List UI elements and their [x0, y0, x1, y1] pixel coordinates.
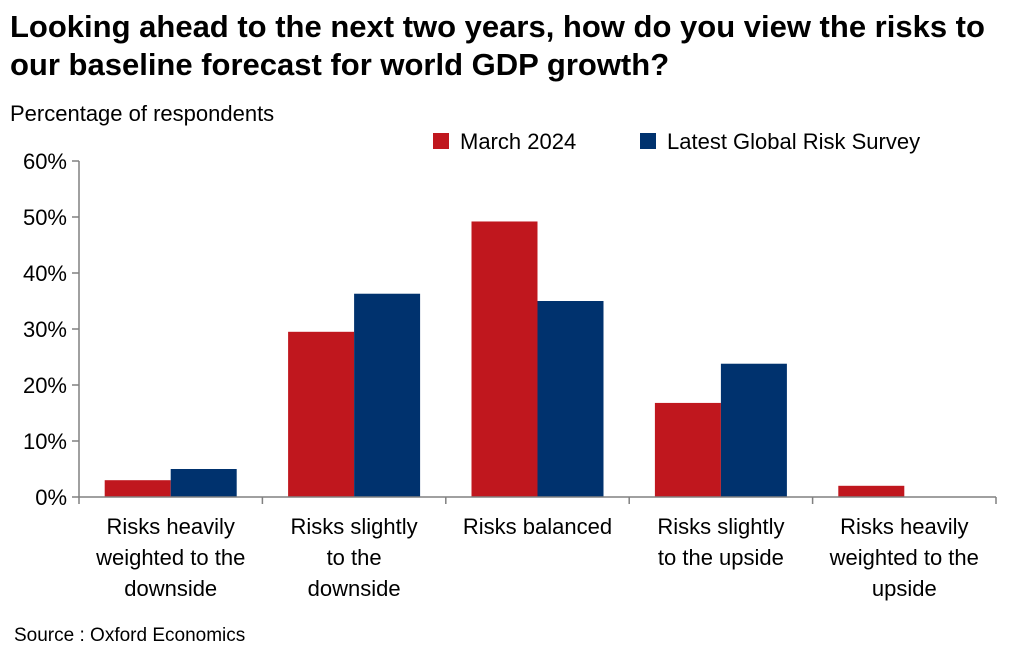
legend-swatch — [433, 133, 449, 149]
bars — [104, 221, 905, 498]
bar-march-2024 — [654, 402, 721, 497]
y-tick-label: 40% — [23, 261, 67, 286]
bar-latest-survey — [170, 469, 237, 497]
bar-march-2024 — [288, 331, 355, 497]
bar-latest-survey — [537, 301, 604, 497]
y-tick-label: 60% — [23, 149, 67, 174]
y-tick-label: 10% — [23, 429, 67, 454]
x-category-label: Risks heavily weighted to the downside — [95, 514, 245, 601]
y-tick-label: 0% — [35, 485, 67, 510]
y-tick-label: 30% — [23, 317, 67, 342]
x-category-label: Risks balanced — [463, 514, 612, 539]
legend: March 2024 Latest Global Risk Survey — [433, 129, 920, 154]
bar-march-2024 — [471, 221, 538, 498]
x-category-label: Risks slightly to the upside — [657, 514, 784, 570]
bar-march-2024 — [838, 485, 905, 497]
legend-swatch — [640, 133, 656, 149]
x-category-label: Risks heavily weighted to the upside — [829, 514, 979, 601]
bar-latest-survey — [720, 363, 787, 497]
legend-label: Latest Global Risk Survey — [667, 129, 920, 154]
legend-label: March 2024 — [460, 129, 576, 154]
bar-latest-survey — [354, 293, 421, 497]
x-axis: Risks heavily weighted to the downside Risk… — [78, 496, 997, 601]
y-axis: 0% 10% 20% 30% 40% 50% 60% — [23, 149, 80, 510]
bar-march-2024 — [104, 480, 171, 497]
source-note: Source : Oxford Economics — [14, 625, 246, 646]
y-tick-label: 20% — [23, 373, 67, 398]
x-category-label: Risks slightly to the downside — [291, 514, 418, 601]
y-axis-unit-label: Percentage of respondents — [10, 101, 275, 126]
chart-title: Looking ahead to the next two years, how… — [10, 9, 985, 82]
y-tick-label: 50% — [23, 205, 67, 230]
